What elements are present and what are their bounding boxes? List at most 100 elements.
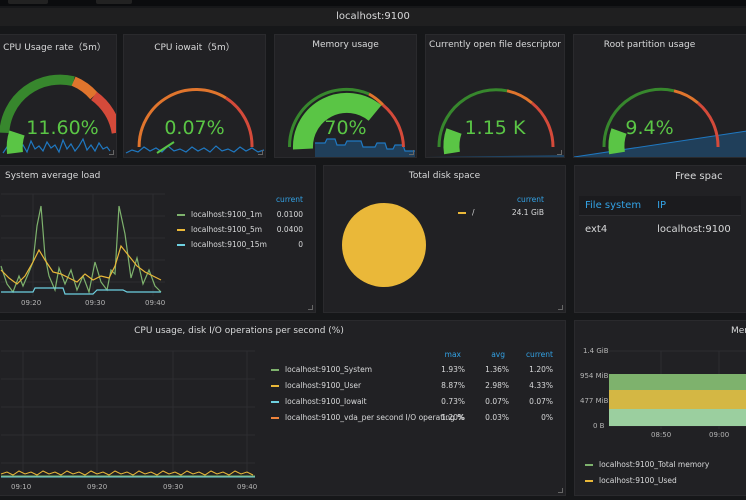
gauge-chart	[125, 88, 265, 154]
gauge-chart	[0, 74, 116, 154]
legend-label: localhost:9100_System	[285, 365, 372, 374]
y-tick: 0 B	[593, 422, 605, 430]
gauge-value-fill	[6, 130, 25, 154]
nav-stub[interactable]	[8, 0, 48, 4]
legend-current: 1.20%	[529, 365, 553, 374]
gauge-arc-green	[602, 87, 675, 148]
panel-title: CPU iowait（5m）	[154, 43, 235, 53]
legend-header-current[interactable]: current	[525, 350, 553, 359]
legend-item[interactable]: localhost:9100_5m 0.0400	[177, 222, 303, 237]
legend-current: 4.33%	[529, 381, 553, 390]
pie-chart	[342, 203, 426, 287]
legend-value: 24.1 GiB	[511, 208, 544, 217]
column-header[interactable]: IP	[651, 196, 741, 216]
free-space-table: File system IP ext4 localhost:9100	[579, 196, 741, 243]
gauge-arc-green	[0, 74, 75, 134]
x-tick: 09:20	[87, 483, 108, 491]
legend: current / 24.1 GiB	[458, 192, 544, 219]
legend-value: 0.0100	[276, 210, 303, 219]
sparkline-area	[426, 155, 564, 157]
gauge-panel-open-file-descriptor[interactable]: Currently open file descriptor 1.15 K	[425, 34, 565, 158]
legend-label: localhost:9100_Total memory	[599, 460, 710, 469]
x-tick: 09:40	[237, 483, 258, 491]
gauge-panel-cpu-usage[interactable]: CPU Usage rate（5m） 11.60%	[0, 34, 117, 158]
legend: max avg current localhost:9100_System 1.9…	[271, 347, 553, 426]
panel-memory[interactable]: Mem 1.4 GiB 954 MiB 477 MiB 0 B 08:50 09…	[574, 320, 746, 496]
resize-handle[interactable]	[258, 150, 263, 155]
gauge-arc-red	[382, 103, 405, 148]
x-tick: 09:20	[21, 299, 42, 307]
x-tick: 09:30	[163, 483, 184, 491]
gauge-arc-green	[437, 88, 508, 148]
sparkline-area	[315, 139, 415, 157]
pie-slice	[342, 203, 426, 287]
legend-label: localhost:9100_User	[285, 381, 362, 390]
legend-item[interactable]: localhost:9100_1m 0.0100	[177, 207, 303, 222]
gauge-chart	[426, 88, 564, 157]
legend-item[interactable]: localhost:9100_vda_per second I/O operat…	[271, 410, 553, 426]
panel-title: Root partition usage	[603, 40, 696, 50]
y-tick: 954 MiB	[580, 372, 609, 380]
gauge-chart	[287, 87, 415, 157]
panel-cpu-disk-io[interactable]: CPU usage, disk I/O operations per secon…	[0, 320, 566, 496]
series-15m-line	[1, 287, 161, 295]
resize-handle[interactable]	[558, 488, 563, 493]
series-1m-line	[0, 205, 162, 295]
series-user-line	[0, 470, 254, 476]
legend-item[interactable]: localhost:9100_Total memory	[585, 457, 746, 473]
legend-header-max[interactable]: max	[444, 350, 461, 359]
legend-swatch	[271, 385, 279, 387]
resize-handle[interactable]	[109, 150, 114, 155]
gauge-panel-memory[interactable]: Memory usage 70%	[274, 34, 417, 158]
resize-handle[interactable]	[557, 150, 562, 155]
legend-swatch	[271, 401, 279, 403]
panel-title: Mem	[731, 326, 746, 336]
legend-max: 8.87%	[441, 381, 465, 390]
table-cell: localhost:9100	[651, 215, 741, 243]
x-tick: 09:30	[85, 299, 106, 307]
gauge-panel-root-partition[interactable]: Root partition usage 9.4%	[573, 34, 746, 158]
top-nav-bar	[0, 0, 746, 6]
gauge-arc-orange	[506, 89, 533, 105]
legend-item[interactable]: localhost:9100_Used	[585, 473, 746, 489]
legend-item[interactable]: / 24.1 GiB	[458, 207, 544, 219]
x-tick: 09:40	[145, 299, 166, 307]
gauge-value: 70%	[324, 117, 367, 139]
legend-item[interactable]: localhost:9100_User 8.87% 2.98% 4.33%	[271, 378, 553, 394]
table-row: ext4 localhost:9100	[579, 215, 741, 243]
area-used-fill	[609, 390, 746, 409]
resize-handle[interactable]	[308, 305, 313, 310]
gauge-arc-red	[90, 91, 116, 134]
x-tick: 09:10	[11, 483, 32, 491]
nav-stub[interactable]	[96, 0, 132, 4]
legend-label: localhost:9100_15m	[191, 240, 267, 249]
y-tick: 1.4 GiB	[583, 347, 609, 355]
sparkline	[125, 145, 265, 154]
legend-avg: 1.36%	[485, 365, 509, 374]
gauge-arc-red	[697, 101, 720, 148]
legend-header-avg[interactable]: avg	[491, 350, 505, 359]
panel-system-average-load[interactable]: System average load 09:20 09:30 09:40 cu…	[0, 165, 316, 313]
panel-free-space[interactable]: Free spac File system IP ext4 localhost:91…	[574, 165, 746, 313]
legend-current: 0%	[541, 413, 553, 422]
gauge-arc-orange	[137, 88, 227, 148]
resize-handle[interactable]	[409, 150, 414, 155]
legend-swatch	[177, 244, 185, 246]
panel-title: Currently open file descriptor	[429, 40, 561, 50]
legend-item[interactable]: localhost:9100_System 1.93% 1.36% 1.20%	[271, 362, 553, 378]
gauge-panel-cpu-iowait[interactable]: CPU iowait（5m） 0.07%	[123, 34, 266, 158]
panel-total-disk-space[interactable]: Total disk space current / 24.1 GiB	[323, 165, 566, 313]
gauge-arc-red	[531, 101, 555, 148]
column-header[interactable]: File system	[579, 196, 652, 216]
legend-swatch	[177, 229, 185, 231]
resize-handle[interactable]	[558, 305, 563, 310]
gauge-value: 1.15 K	[464, 117, 526, 139]
legend-item[interactable]: localhost:9100_Iowait 0.73% 0.07% 0.07%	[271, 394, 553, 410]
table-cell: ext4	[579, 215, 652, 243]
panel-title: CPU usage, disk I/O operations per secon…	[134, 326, 344, 336]
legend-item[interactable]: localhost:9100_15m 0	[177, 237, 303, 252]
row-title[interactable]: localhost:9100	[0, 8, 746, 26]
io-chart	[0, 350, 255, 478]
legend: current localhost:9100_1m 0.0100 localhos…	[177, 192, 303, 252]
gauge-arc-orange	[673, 89, 699, 105]
